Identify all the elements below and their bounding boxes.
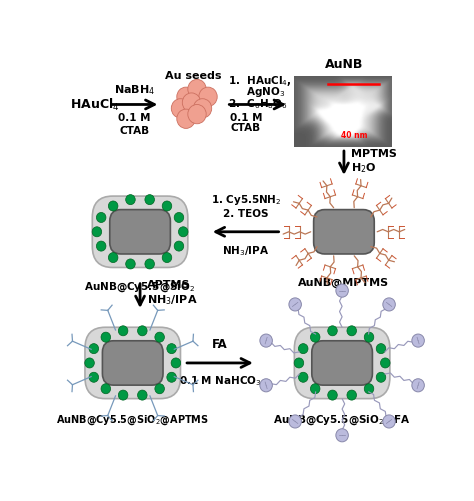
Circle shape — [383, 415, 395, 428]
Circle shape — [289, 415, 301, 428]
Circle shape — [260, 379, 273, 392]
Circle shape — [260, 334, 273, 347]
Circle shape — [145, 194, 155, 204]
Circle shape — [171, 358, 181, 368]
Circle shape — [167, 344, 176, 354]
Circle shape — [126, 194, 135, 204]
Circle shape — [310, 384, 320, 394]
Circle shape — [126, 259, 135, 269]
Text: NH$_3$/IPA: NH$_3$/IPA — [222, 244, 270, 259]
Circle shape — [145, 259, 155, 269]
Circle shape — [364, 384, 374, 394]
Circle shape — [167, 372, 176, 382]
Circle shape — [137, 390, 147, 400]
Circle shape — [174, 212, 184, 222]
Text: Au seeds: Au seeds — [165, 71, 221, 81]
Circle shape — [118, 326, 128, 336]
Text: 0.1 M
CTAB: 0.1 M CTAB — [118, 113, 151, 136]
Circle shape — [177, 109, 195, 128]
Text: 1.  HAuCl$_4$,: 1. HAuCl$_4$, — [228, 74, 292, 88]
Circle shape — [299, 372, 308, 382]
Circle shape — [171, 99, 190, 118]
Text: AuNB@MPTMS: AuNB@MPTMS — [299, 278, 390, 289]
Circle shape — [412, 334, 424, 347]
Circle shape — [96, 241, 106, 251]
Text: AuNB@Cy5.5@SiO$_2$@FA: AuNB@Cy5.5@SiO$_2$@FA — [273, 414, 411, 427]
Circle shape — [328, 390, 337, 400]
Circle shape — [109, 201, 118, 211]
Circle shape — [92, 227, 102, 237]
Circle shape — [381, 358, 390, 368]
Circle shape — [101, 332, 110, 342]
Circle shape — [109, 253, 118, 263]
Text: NaBH$_4$: NaBH$_4$ — [114, 83, 155, 97]
Text: 1. Cy5.5NH$_2$
2. TEOS: 1. Cy5.5NH$_2$ 2. TEOS — [210, 193, 281, 219]
Circle shape — [199, 87, 217, 106]
Circle shape — [289, 298, 301, 311]
FancyBboxPatch shape — [294, 327, 390, 399]
Circle shape — [162, 201, 172, 211]
Circle shape — [188, 80, 206, 99]
Circle shape — [89, 344, 99, 354]
Text: AuNB@Cy5.5@SiO$_2$: AuNB@Cy5.5@SiO$_2$ — [84, 280, 196, 294]
Circle shape — [118, 390, 128, 400]
Text: AgNO$_3$: AgNO$_3$ — [232, 85, 285, 99]
Circle shape — [383, 298, 395, 311]
Circle shape — [155, 384, 164, 394]
Circle shape — [347, 326, 356, 336]
Circle shape — [174, 241, 184, 251]
Text: 0.1 M NaHCO$_3$: 0.1 M NaHCO$_3$ — [179, 374, 262, 388]
FancyBboxPatch shape — [312, 341, 373, 385]
Circle shape — [294, 358, 304, 368]
Circle shape — [96, 212, 106, 222]
Circle shape — [328, 326, 337, 336]
Circle shape — [364, 332, 374, 342]
Circle shape — [89, 372, 99, 382]
Circle shape — [155, 332, 164, 342]
Circle shape — [193, 99, 212, 118]
Text: 0.1 M: 0.1 M — [230, 113, 263, 123]
FancyBboxPatch shape — [102, 341, 163, 385]
Circle shape — [188, 105, 206, 124]
Text: APTMS
NH$_3$/IPA: APTMS NH$_3$/IPA — [147, 280, 198, 307]
Circle shape — [162, 253, 172, 263]
FancyBboxPatch shape — [314, 209, 374, 254]
Circle shape — [178, 227, 188, 237]
Circle shape — [182, 93, 201, 112]
Circle shape — [299, 344, 308, 354]
Circle shape — [101, 384, 110, 394]
Circle shape — [412, 379, 424, 392]
Circle shape — [347, 390, 356, 400]
Circle shape — [376, 344, 386, 354]
Text: AuNB: AuNB — [325, 58, 363, 71]
Circle shape — [310, 332, 320, 342]
Circle shape — [85, 358, 94, 368]
Text: FA: FA — [212, 338, 228, 351]
FancyBboxPatch shape — [85, 327, 181, 399]
FancyBboxPatch shape — [92, 196, 188, 268]
Text: HAuCl$_4$: HAuCl$_4$ — [70, 96, 120, 113]
Circle shape — [177, 87, 195, 106]
Text: 2.  C$_6$H$_8$O$_6$: 2. C$_6$H$_8$O$_6$ — [228, 97, 288, 111]
Circle shape — [336, 284, 348, 297]
Circle shape — [336, 429, 348, 442]
Circle shape — [376, 372, 386, 382]
Text: CTAB: CTAB — [230, 123, 260, 133]
Text: AuNB@Cy5.5@SiO$_2$@APTMS: AuNB@Cy5.5@SiO$_2$@APTMS — [56, 414, 209, 427]
FancyBboxPatch shape — [110, 209, 170, 254]
Text: MPTMS
H$_2$O: MPTMS H$_2$O — [351, 149, 397, 175]
Circle shape — [137, 326, 147, 336]
